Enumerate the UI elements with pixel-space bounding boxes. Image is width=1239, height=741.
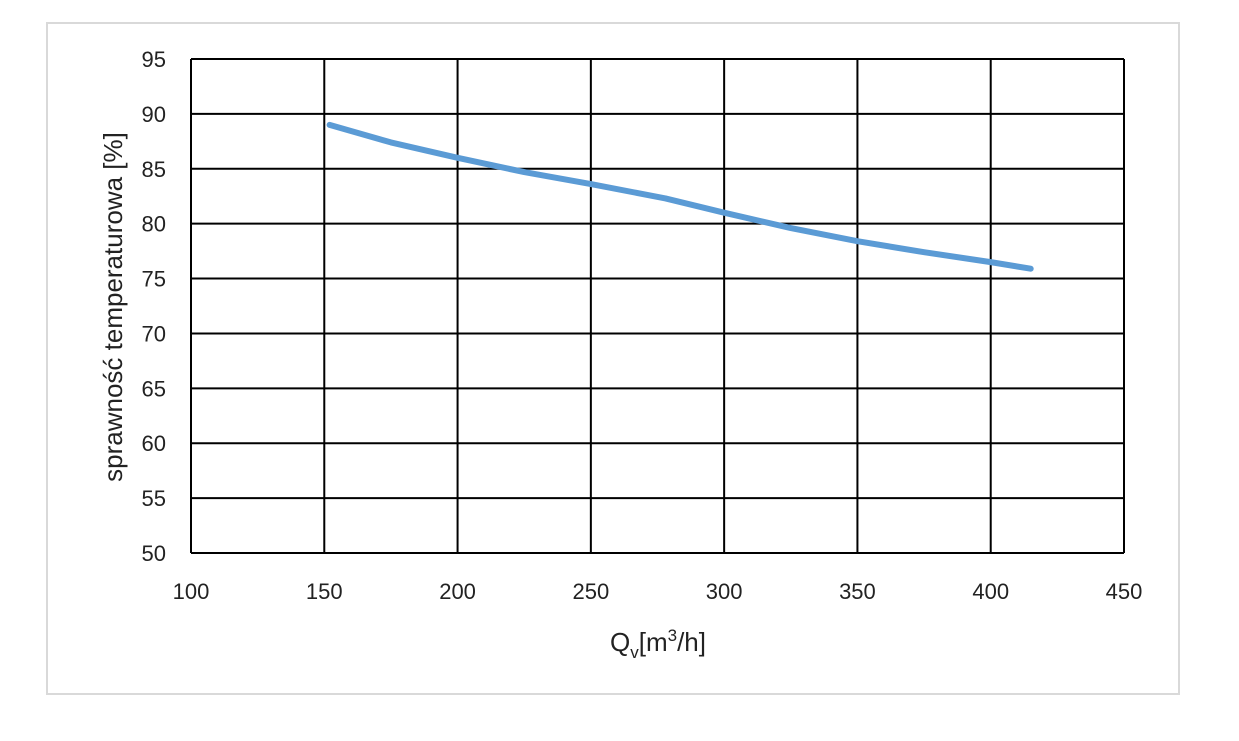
x-tick-label: 250 — [572, 579, 609, 604]
y-tick-label: 55 — [142, 486, 166, 511]
grid — [190, 58, 1125, 554]
x-axis-title-superscript: 3 — [668, 626, 677, 645]
y-tick-label: 75 — [142, 267, 166, 292]
x-tick-label: 350 — [839, 579, 876, 604]
x-tick-label: 150 — [306, 579, 343, 604]
y-tick-label: 85 — [142, 157, 166, 182]
x-tick-label: 300 — [706, 579, 743, 604]
x-axis-title-main: Q — [610, 627, 630, 657]
x-axis-ticks: 100 150 200 250 300 350 400 450 — [173, 579, 1143, 604]
x-axis-title-unit-close: /h] — [677, 627, 706, 657]
x-axis-title-unit-open: [m — [639, 627, 668, 657]
y-axis-title: sprawność temperaturowa [%] — [98, 132, 128, 482]
y-tick-label: 50 — [142, 541, 166, 566]
y-axis-ticks: 50 55 60 65 70 75 80 85 90 95 — [142, 47, 166, 566]
y-tick-label: 60 — [142, 431, 166, 456]
x-tick-label: 200 — [439, 579, 476, 604]
x-tick-label: 100 — [173, 579, 210, 604]
y-tick-label: 70 — [142, 321, 166, 346]
x-tick-label: 450 — [1106, 579, 1143, 604]
y-tick-label: 65 — [142, 376, 166, 401]
y-tick-label: 90 — [142, 102, 166, 127]
y-tick-label: 80 — [142, 212, 166, 237]
series-layer — [326, 121, 1034, 272]
x-axis-title-subscript: v — [630, 643, 639, 662]
x-axis-title: Qv[m3/h] — [610, 626, 706, 662]
series-line — [326, 121, 1034, 272]
y-tick-label: 95 — [142, 47, 166, 72]
x-tick-label: 400 — [972, 579, 1009, 604]
